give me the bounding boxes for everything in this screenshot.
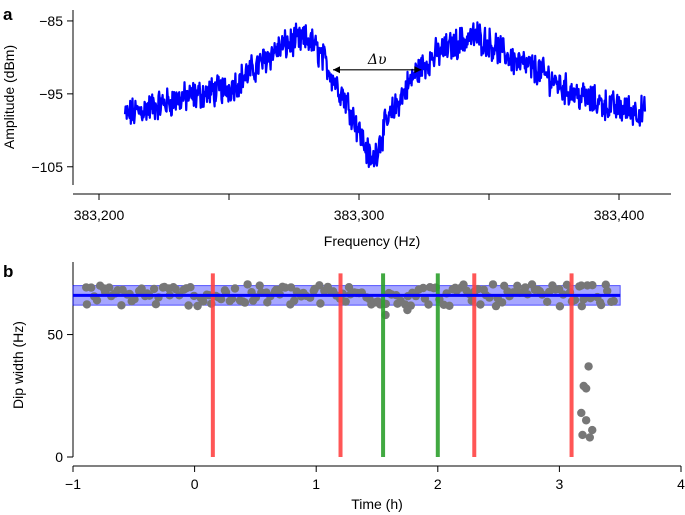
data-point [315,281,324,290]
data-point [286,283,296,292]
data-point [240,298,250,307]
delta-arrow-head-left [333,66,340,74]
data-point [596,300,606,310]
data-point [341,297,350,306]
data-point [290,296,299,305]
panel-b-y-tick-label: 50 [47,327,63,343]
data-point [344,283,354,292]
data-point [476,300,485,309]
data-point [87,283,96,292]
data-point [609,296,618,306]
panel-b-y-tick-label: 0 [55,449,63,465]
data-point [193,301,202,311]
data-point [280,283,290,292]
panel-a-annotation: Δυ [333,52,422,74]
data-point [199,297,208,306]
data-point [184,301,193,310]
data-point [459,280,468,289]
data-point [117,301,126,310]
data-point [577,281,586,290]
data-point [497,298,507,307]
panel-b-x-tick-label: 1 [312,476,320,492]
panel-b-x-tick-label: 0 [191,476,199,492]
data-point [578,430,587,440]
panel-a-y-label: Amplitude (dBm) [1,45,17,149]
data-point [601,280,610,289]
data-point [105,283,114,292]
data-point [171,285,180,294]
data-point [419,283,428,293]
data-point [149,284,159,294]
data-point [513,281,522,290]
data-point [424,300,433,309]
data-point [82,300,92,309]
data-point [584,362,593,371]
panel-b-x-tick-label: −1 [65,476,81,492]
panel-b-y-ticks: 0 50 [47,327,73,465]
panel-a-y-tick-label: −95 [39,86,63,102]
data-point [151,300,161,309]
data-point [603,286,612,296]
data-point [137,284,146,293]
panel-b-x-ticks: −1 0 1 2 3 4 [65,466,685,492]
data-point [577,302,586,311]
data-point [577,408,586,418]
panel-b-x-tick-label: 2 [434,476,442,492]
panel-a-series-line [123,21,647,169]
data-point [521,283,530,292]
data-point [92,296,102,305]
panel-a-x-tick-label: 383,400 [594,207,645,223]
panel-b-x-tick-label: 3 [556,476,564,492]
panel-a-y-tick-label: −85 [39,13,63,29]
data-point [588,425,597,435]
data-point [491,301,501,311]
panel-a-plot: 383,200 383,300 383,400 −85 −95 −105 Δυ Freq… [1,10,671,249]
data-point [585,433,594,442]
data-point [230,284,240,293]
delta-label: Δυ [367,52,387,68]
panel-b-event-lines [210,273,574,457]
panel-a-x-ticks: 383,200 383,300 383,400 [74,194,645,223]
panel-a-label: a [3,5,13,24]
data-point [588,281,597,290]
data-point [543,297,552,306]
data-point [445,301,454,310]
panel-a-y-tick-label: −105 [31,159,63,175]
data-point [216,295,226,304]
data-point [316,299,325,308]
panel-a-x-tick-label: 383,200 [74,207,125,223]
panel-b-y-label: Dip width (Hz) [10,321,26,409]
data-point [562,280,572,289]
data-point [186,283,195,292]
data-point [130,295,139,304]
panel-a-y-ticks: −85 −95 −105 [31,13,73,175]
data-point [255,281,264,290]
data-point [579,295,588,304]
panel-b-label: b [3,262,13,281]
delta-arrow-head-right [414,66,422,74]
panel-b-x-label: Time (h) [351,496,403,512]
data-point [581,384,591,393]
data-point [243,280,252,289]
data-point [488,280,498,289]
panel-b-x-tick-label: 4 [677,476,685,492]
data-point [581,416,591,425]
data-point [403,305,412,315]
panel-a-x-label: Frequency (Hz) [324,233,420,249]
panel-b-plot: −1 0 1 2 3 4 050 Time (h) Dip width (Hz) [10,262,685,512]
data-point [555,302,565,311]
panel-a-x-tick-label: 383,300 [334,207,385,223]
